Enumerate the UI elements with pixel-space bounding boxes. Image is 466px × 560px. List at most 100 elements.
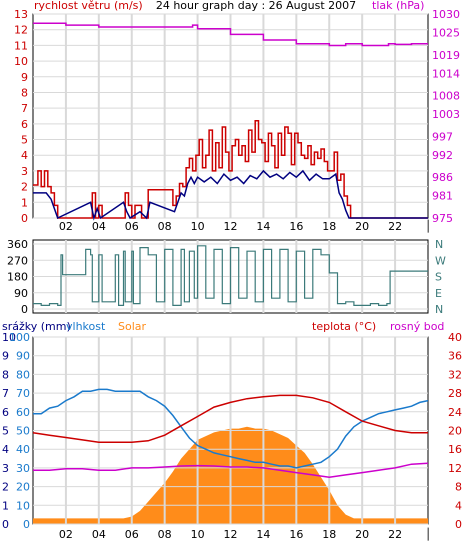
rain-tick-label: 4 [2, 443, 9, 456]
temp-panel-x-tick-label: 18 [322, 528, 336, 541]
wind-speed-tick-label: 9 [21, 71, 28, 84]
pressure-tick-label: 981 [432, 190, 453, 203]
dewpoint-series-line [33, 462, 429, 479]
wind-panel-x-tick-label: 14 [256, 220, 270, 233]
temperature-tick-label: 20 [448, 425, 462, 438]
humidity-tick-label: 30 [16, 462, 30, 475]
wind-speed-tick-label: 5 [21, 134, 28, 147]
temperature-tick-label: 28 [448, 387, 462, 400]
rain-tick-label: 2 [2, 481, 9, 494]
pressure-tick-label: 975 [432, 212, 453, 225]
wind-panel-x-tick-label: 16 [289, 220, 303, 233]
pressure-tick-label: 1025 [432, 27, 460, 40]
temp-panel-x-tick-label: 14 [256, 528, 270, 541]
wind-pressure-panel: 0123456789101112139759819869929971003100… [14, 8, 460, 233]
temp-panel-x-tick-label: 08 [158, 528, 172, 541]
rain-axis-label: srážky (mm) [2, 320, 71, 333]
direction-tick-label: 0 [21, 303, 28, 316]
temp-panel-x-tick-label: 02 [59, 528, 73, 541]
wind-panel-x-tick-label: 08 [158, 220, 172, 233]
temperature-tick-label: 32 [448, 368, 462, 381]
wind-speed-tick-label: 10 [14, 55, 28, 68]
temperature-tick-label: 0 [455, 518, 462, 531]
wind-speed-tick-label: 13 [14, 8, 28, 21]
wind-direction-series-line [33, 245, 428, 306]
wind-panel-x-tick-label: 06 [125, 220, 139, 233]
wind-average-series-line [33, 169, 428, 221]
wind-speed-tick-label: 12 [14, 24, 28, 37]
humidity-tick-label: 40 [16, 443, 30, 456]
pressure-tick-label: 986 [432, 171, 453, 184]
pressure-tick-label: 992 [432, 149, 453, 162]
wind-panel-x-tick-label: 18 [322, 220, 336, 233]
rain-tick-label: 9 [2, 350, 9, 363]
temperature-tick-label: 4 [455, 499, 462, 512]
temp-panel-x-tick-label: 16 [289, 528, 303, 541]
temperature-series-line [32, 394, 428, 443]
rain-tick-label: 1 [2, 499, 9, 512]
rain-tick-label: 8 [2, 368, 9, 381]
wind-panel-x-tick-label: 22 [388, 220, 402, 233]
humidity-tick-label: 100 [9, 331, 30, 344]
compass-tick-label: W [435, 254, 446, 267]
temperature-tick-label: 12 [448, 462, 462, 475]
temp-panel-x-tick-label: 04 [92, 528, 106, 541]
temp-panel-x-tick-label: 12 [224, 528, 238, 541]
humidity-tick-label: 70 [16, 387, 30, 400]
humidity-tick-label: 80 [16, 368, 30, 381]
compass-tick-label: N [435, 303, 443, 316]
temperature-tick-label: 16 [448, 443, 462, 456]
wind-panel-x-tick-label: 02 [59, 220, 73, 233]
wind-panel-x-tick-label: 12 [224, 220, 238, 233]
pressure-tick-label: 1030 [432, 8, 460, 21]
temperature-humidity-panel: 0123456789100102030405060708090100048121… [2, 331, 462, 541]
wind-speed-tick-label: 6 [21, 118, 28, 131]
chart-title: 24 hour graph day : 26 August 2007 [156, 0, 356, 12]
wind-speed-tick-label: 8 [21, 86, 28, 99]
humidity-tick-label: 20 [16, 481, 30, 494]
humidity-tick-label: 0 [23, 518, 30, 531]
pressure-tick-label: 997 [432, 130, 453, 143]
wind-speed-tick-label: 3 [21, 165, 28, 178]
humidity-tick-label: 60 [16, 406, 30, 419]
pressure-tick-label: 1008 [432, 90, 460, 103]
wind-panel-x-tick-label: 10 [191, 220, 205, 233]
wind-speed-tick-label: 2 [21, 181, 28, 194]
temperature-tick-label: 24 [448, 406, 462, 419]
temp-panel-x-tick-label: 20 [355, 528, 369, 541]
direction-tick-label: 180 [7, 271, 28, 284]
wind-panel-x-tick-label: 20 [355, 220, 369, 233]
pressure-series-line [33, 22, 428, 47]
rain-tick-label: 3 [2, 462, 9, 475]
rain-tick-label: 10 [2, 331, 16, 344]
temp-panel-x-tick-label: 10 [191, 528, 205, 541]
wind-panel-x-tick-label: │ [425, 219, 432, 233]
temperature-axis-label: teplota (°C) [312, 320, 376, 333]
wind-speed-tick-label: 0 [21, 212, 28, 225]
pressure-tick-label: 1014 [432, 67, 460, 80]
wind-speed-tick-label: 11 [14, 39, 28, 52]
humidity-axis-label: vlhkost [66, 320, 106, 333]
compass-tick-label: E [435, 287, 442, 300]
temp-panel-x-tick-label: 06 [125, 528, 139, 541]
direction-tick-label: 360 [7, 238, 28, 251]
solar-axis-label: Solar [118, 320, 147, 333]
wind-gust-series-line [33, 119, 428, 219]
rain-tick-label: 6 [2, 406, 9, 419]
direction-tick-label: 270 [7, 254, 28, 267]
humidity-tick-label: 50 [16, 425, 30, 438]
direction-tick-label: 90 [14, 287, 28, 300]
compass-tick-label: S [435, 271, 442, 284]
pressure-tick-label: 1019 [432, 49, 460, 62]
temp-panel-x-tick-label: 22 [388, 528, 402, 541]
rain-tick-label: 0 [2, 518, 9, 531]
wind-speed-tick-label: 1 [21, 196, 28, 209]
wind-speed-tick-label: 7 [21, 102, 28, 115]
pressure-tick-label: 1003 [432, 108, 460, 121]
humidity-tick-label: 90 [16, 350, 30, 363]
wind-panel-x-tick-label: 04 [92, 220, 106, 233]
humidity-tick-label: 10 [16, 499, 30, 512]
